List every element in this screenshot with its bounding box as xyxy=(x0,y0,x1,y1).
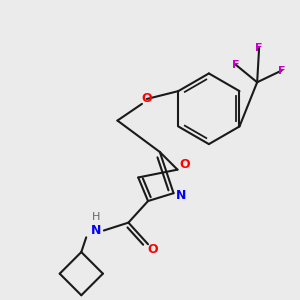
Text: O: O xyxy=(179,158,190,171)
Text: N: N xyxy=(176,189,187,202)
Text: N: N xyxy=(91,224,101,237)
Text: F: F xyxy=(255,43,263,53)
Text: O: O xyxy=(142,92,152,106)
Text: F: F xyxy=(278,65,285,76)
Text: O: O xyxy=(148,243,158,256)
Text: F: F xyxy=(232,60,239,70)
Text: H: H xyxy=(92,212,100,222)
